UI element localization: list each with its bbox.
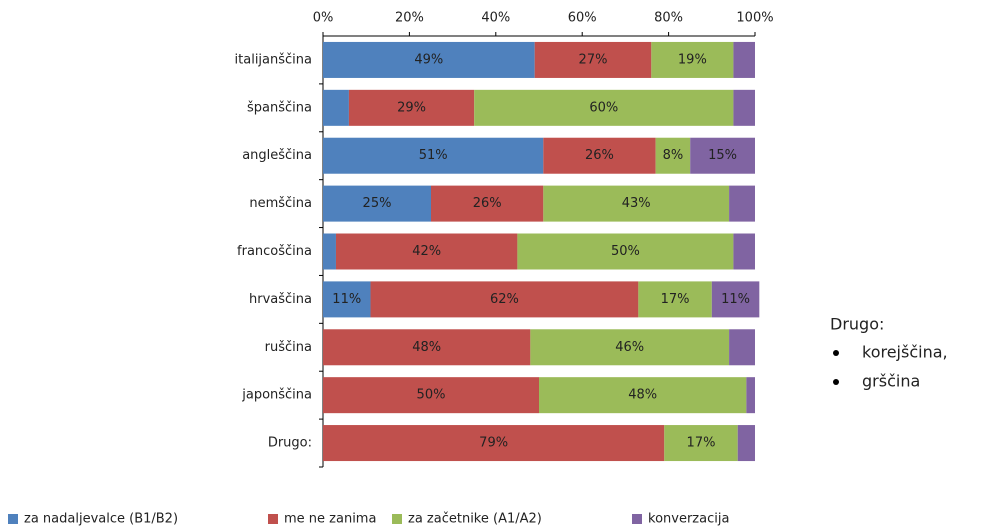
bar-segment (323, 233, 336, 270)
value-label: 50% (417, 388, 446, 403)
value-label: 60% (589, 100, 618, 115)
bar-segment (729, 185, 755, 222)
bar-segment (370, 281, 639, 318)
bar-segment (323, 185, 431, 222)
x-tick-label: 20% (395, 11, 424, 26)
bar-segment (323, 89, 349, 126)
value-label: 79% (479, 436, 508, 451)
legend-swatch (8, 514, 18, 524)
bar-segment (323, 377, 539, 414)
bullet (833, 379, 839, 385)
value-label: 46% (615, 340, 644, 355)
value-label: 27% (579, 52, 608, 67)
bar-segment (431, 185, 544, 222)
value-label: 15% (708, 148, 737, 163)
value-label: 17% (661, 292, 690, 307)
y-tick-label: Drugo: (268, 436, 312, 451)
bar-segment (664, 425, 738, 462)
bar-segment (746, 377, 755, 414)
x-tick-label: 80% (654, 11, 683, 26)
value-label: 48% (628, 388, 657, 403)
value-label: 8% (663, 148, 684, 163)
bar-segment (534, 41, 652, 78)
bar-segment (539, 377, 747, 414)
value-label: 48% (412, 340, 441, 355)
bar-segment (733, 41, 755, 78)
y-tick-label: ruščina (265, 340, 312, 355)
bar-segment (323, 329, 531, 366)
value-label: 42% (412, 244, 441, 259)
bar-segment (733, 89, 755, 126)
value-label: 50% (611, 244, 640, 259)
legend-label: za začetnike (A1/A2) (408, 512, 542, 527)
value-label: 51% (419, 148, 448, 163)
x-tick-label: 0% (313, 11, 334, 26)
y-tick-label: francoščina (237, 244, 312, 259)
annotation-item: korejščina, (862, 343, 948, 362)
value-label: 11% (332, 292, 361, 307)
bar-segment (737, 425, 755, 462)
annotation-item: grščina (862, 372, 920, 391)
bar-segment (335, 233, 518, 270)
value-label: 26% (473, 196, 502, 211)
bar-segment (733, 233, 755, 270)
bar-segment (543, 137, 656, 174)
bar-segment (655, 137, 691, 174)
bar-segment (323, 41, 535, 78)
bar-segment (323, 425, 665, 462)
value-label: 49% (414, 52, 443, 67)
value-label: 43% (622, 196, 651, 211)
legend-label: konverzacija (648, 512, 729, 527)
value-label: 17% (687, 436, 716, 451)
x-tick-label: 40% (481, 11, 510, 26)
value-label: 62% (490, 292, 519, 307)
legend-label: za nadaljevalce (B1/B2) (24, 512, 178, 527)
bar-segment (323, 281, 371, 318)
value-label: 11% (721, 292, 750, 307)
x-tick-label: 100% (736, 11, 773, 26)
legend-swatch (632, 514, 642, 524)
value-label: 26% (585, 148, 614, 163)
y-tick-label: hrvaščina (249, 292, 312, 307)
y-tick-label: italijanščina (235, 52, 312, 67)
bar-segment (638, 281, 712, 318)
bar-segment (348, 89, 475, 126)
bar-segment (651, 41, 734, 78)
bar-segment (517, 233, 734, 270)
legend-swatch (268, 514, 278, 524)
bar-segment (690, 137, 755, 174)
y-tick-label: španščina (247, 100, 312, 115)
bullet (833, 350, 839, 356)
annotation-title: Drugo: (830, 315, 884, 334)
bar-segment (543, 185, 730, 222)
bar-segment (323, 137, 544, 174)
x-tick-label: 60% (568, 11, 597, 26)
bar-segment (474, 89, 734, 126)
legend-swatch (392, 514, 402, 524)
y-tick-label: angleščina (242, 148, 312, 163)
bar-segment (711, 281, 760, 318)
bar-segment (729, 329, 755, 366)
value-label: 25% (363, 196, 392, 211)
y-tick-label: nemščina (249, 196, 312, 211)
y-tick-label: japonščina (241, 388, 312, 403)
legend-label: me ne zanima (284, 512, 376, 527)
bar-segment (530, 329, 730, 366)
value-label: 29% (397, 100, 426, 115)
value-label: 19% (678, 52, 707, 67)
